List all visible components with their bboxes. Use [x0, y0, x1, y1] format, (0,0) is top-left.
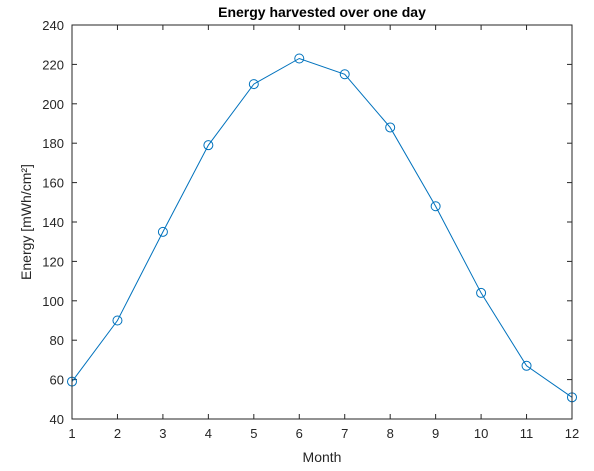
- x-tick-label: 9: [432, 426, 439, 441]
- y-tick-label: 120: [42, 254, 64, 269]
- y-tick-label: 180: [42, 136, 64, 151]
- data-point: [157, 226, 168, 237]
- data-point: [203, 140, 214, 151]
- y-tick-label: 220: [42, 57, 64, 72]
- x-tick-label: 10: [474, 426, 488, 441]
- y-tick-label: 100: [42, 294, 64, 309]
- x-tick-label: 1: [68, 426, 75, 441]
- axes-box: [71, 24, 573, 420]
- x-tick-label: 6: [296, 426, 303, 441]
- data-point: [521, 360, 532, 371]
- x-axis-label: Month: [303, 449, 342, 465]
- data-point: [294, 53, 305, 64]
- series-line: [71, 57, 573, 398]
- y-tick-label: 60: [50, 373, 64, 388]
- data-point: [248, 79, 259, 90]
- ticks-layer: 1 2 3 4 5 6 7 8 9 10 11 124060801001201401601802002…: [42, 18, 579, 441]
- y-tick-label: 40: [50, 412, 64, 427]
- y-axis-label: Energy [mWh/cm²]: [18, 164, 34, 280]
- data-point: [476, 287, 487, 298]
- data-point: [430, 201, 441, 212]
- y-tick-label: 240: [42, 18, 64, 33]
- x-tick-label: 8: [387, 426, 394, 441]
- chart-title: Energy harvested over one day: [218, 4, 426, 20]
- x-tick-label: 3: [159, 426, 166, 441]
- y-tick-label: 160: [42, 176, 64, 191]
- x-tick-label: 7: [341, 426, 348, 441]
- x-tick-label: 11: [520, 426, 534, 441]
- x-tick-label: 5: [250, 426, 257, 441]
- y-tick-label: 80: [50, 333, 64, 348]
- x-tick-label: 4: [205, 426, 212, 441]
- plot-area: [72, 25, 572, 419]
- x-tick-label: 2: [114, 426, 121, 441]
- data-point: [112, 315, 123, 326]
- y-tick-label: 200: [42, 97, 64, 112]
- data-point: [339, 69, 350, 80]
- y-tick-label: 140: [42, 215, 64, 230]
- x-tick-label: 12: [565, 426, 579, 441]
- data-point: [385, 122, 396, 133]
